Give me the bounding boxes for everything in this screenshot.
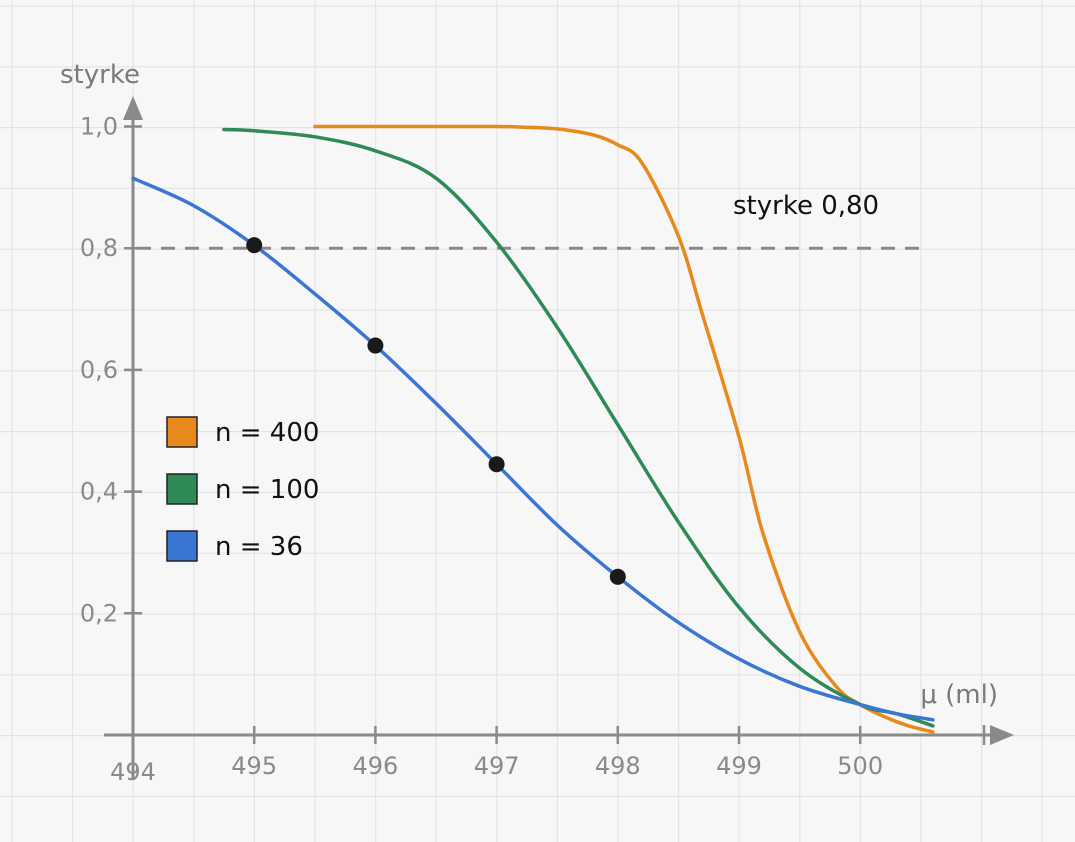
legend-swatch	[166, 416, 198, 448]
y-tick-label: 0,2	[80, 599, 118, 627]
reference-line-label: styrke 0,80	[733, 191, 879, 221]
legend-swatch	[166, 530, 198, 562]
legend-swatch	[166, 473, 198, 505]
series-line-n-36	[131, 176, 935, 722]
x-tick-label: 499	[716, 752, 762, 780]
data-point	[488, 456, 505, 473]
reference-line-group: styrke 0,80	[137, 191, 925, 250]
data-points	[246, 237, 626, 585]
x-tick-label: 498	[595, 752, 641, 780]
data-point	[367, 337, 384, 354]
x-axis-label: μ (ml)	[920, 680, 998, 710]
series-line-n-100	[222, 127, 935, 728]
axes: 494 495 496 497 498 499 500 0,2 0,4 0,6 0,8 1,0	[80, 96, 1014, 786]
y-tick-label: 0,8	[80, 234, 118, 262]
legend-label: n = 100	[215, 475, 319, 505]
legend: n = 400 n = 100 n = 36	[166, 416, 319, 562]
series-lines	[131, 124, 935, 734]
y-tick-label: 1,0	[80, 113, 118, 141]
legend-label: n = 36	[215, 532, 303, 562]
y-tick-label: 0,6	[80, 356, 118, 384]
x-tick-label: 495	[231, 752, 277, 780]
y-tick-label: 0,4	[80, 478, 118, 506]
x-tick-label: 494	[110, 758, 156, 786]
data-point	[246, 237, 263, 254]
data-point	[609, 568, 626, 585]
y-axis-label: styrke	[60, 60, 140, 90]
x-axis-arrow-icon	[990, 725, 1014, 745]
x-tick-label: 500	[837, 752, 883, 780]
legend-label: n = 400	[215, 418, 319, 448]
y-axis-arrow-icon	[123, 96, 143, 120]
x-tick-label: 497	[474, 752, 520, 780]
x-tick-label: 496	[352, 752, 398, 780]
